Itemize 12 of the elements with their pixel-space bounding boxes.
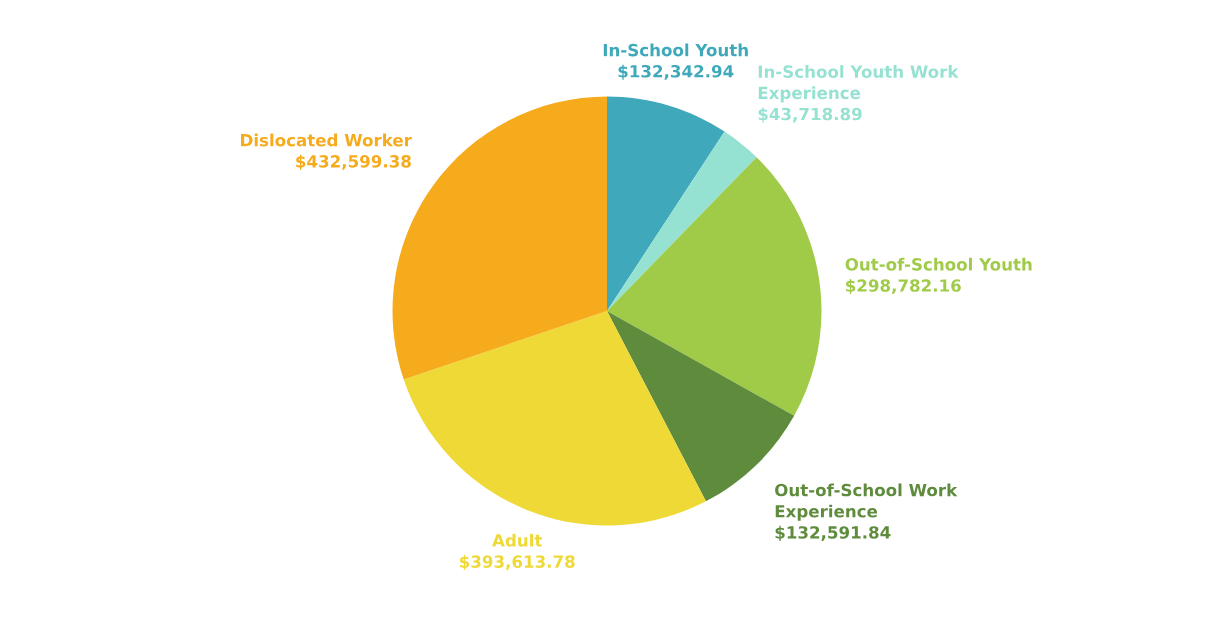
slice-label: Out-of-School Youth — [845, 257, 1032, 271]
slice-label: In-School Youth — [603, 43, 748, 57]
data-label: $132,591.84 — [775, 525, 891, 541]
slice-label: In-School Youth Work Experience — [758, 65, 959, 103]
data-label: $393,613.78 — [459, 555, 575, 571]
data-label: $132,342.94 — [618, 64, 734, 80]
data-label: $298,782.16 — [846, 278, 961, 295]
data-label: $432,599.38 — [296, 154, 411, 170]
slice-label: Dislocated Worker — [241, 133, 412, 147]
data-label: $43,718.89 — [758, 107, 862, 123]
slice-label: Adult — [492, 533, 543, 547]
slice-label: Out-of-School Work Experience — [775, 483, 958, 521]
